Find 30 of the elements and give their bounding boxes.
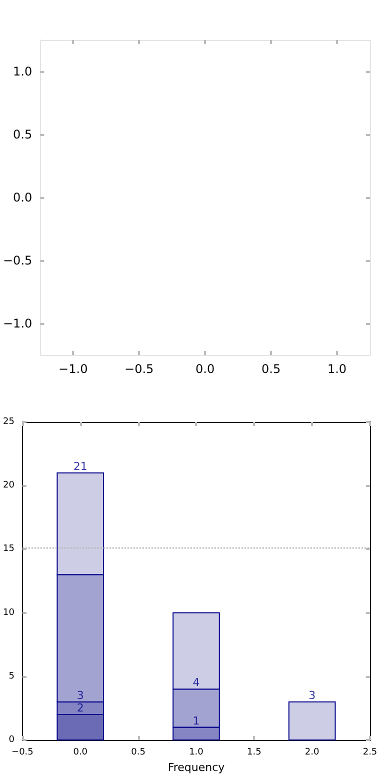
x-tick-label: −0.5 bbox=[124, 362, 154, 376]
x-tick-label: 2.5 bbox=[362, 748, 378, 758]
annotation: 4 bbox=[192, 676, 200, 690]
x-tick-label: 1.0 bbox=[189, 748, 204, 758]
y-tick-label: 25 bbox=[3, 417, 14, 427]
y-tick-label: 0.5 bbox=[13, 128, 32, 142]
x-tick-label: 0.5 bbox=[131, 748, 146, 758]
y-tick-label: 5 bbox=[8, 671, 14, 682]
x-tick-label: 0.0 bbox=[196, 362, 215, 376]
y-tick-label: 20 bbox=[3, 480, 15, 491]
y-tick-label: 0 bbox=[8, 735, 15, 745]
y-tick-label: −0.5 bbox=[3, 254, 32, 268]
annotation: 21 bbox=[73, 460, 88, 473]
x-tick-label: 2.0 bbox=[304, 748, 320, 758]
x-tick-label: 1.5 bbox=[246, 748, 262, 758]
y-tick-label: 15 bbox=[3, 544, 14, 554]
y-tick-label: 1.0 bbox=[13, 64, 32, 78]
y-tick-label: 0.0 bbox=[13, 190, 32, 204]
x-tick-label: −1.0 bbox=[58, 362, 88, 376]
y-tick-label: −1.0 bbox=[3, 316, 32, 330]
x-tick-label: 0.0 bbox=[73, 748, 88, 758]
y-tick-label: 10 bbox=[3, 608, 15, 618]
x-tick-label: 0.5 bbox=[261, 362, 281, 376]
annotation: 1 bbox=[192, 714, 200, 728]
annotation: 2 bbox=[76, 702, 84, 715]
x-axis-title: Frequency bbox=[168, 760, 226, 774]
x-tick-label: 1.0 bbox=[327, 362, 347, 376]
annotation: 3 bbox=[308, 688, 316, 702]
bar bbox=[288, 701, 336, 740]
annotation: 3 bbox=[76, 688, 84, 702]
